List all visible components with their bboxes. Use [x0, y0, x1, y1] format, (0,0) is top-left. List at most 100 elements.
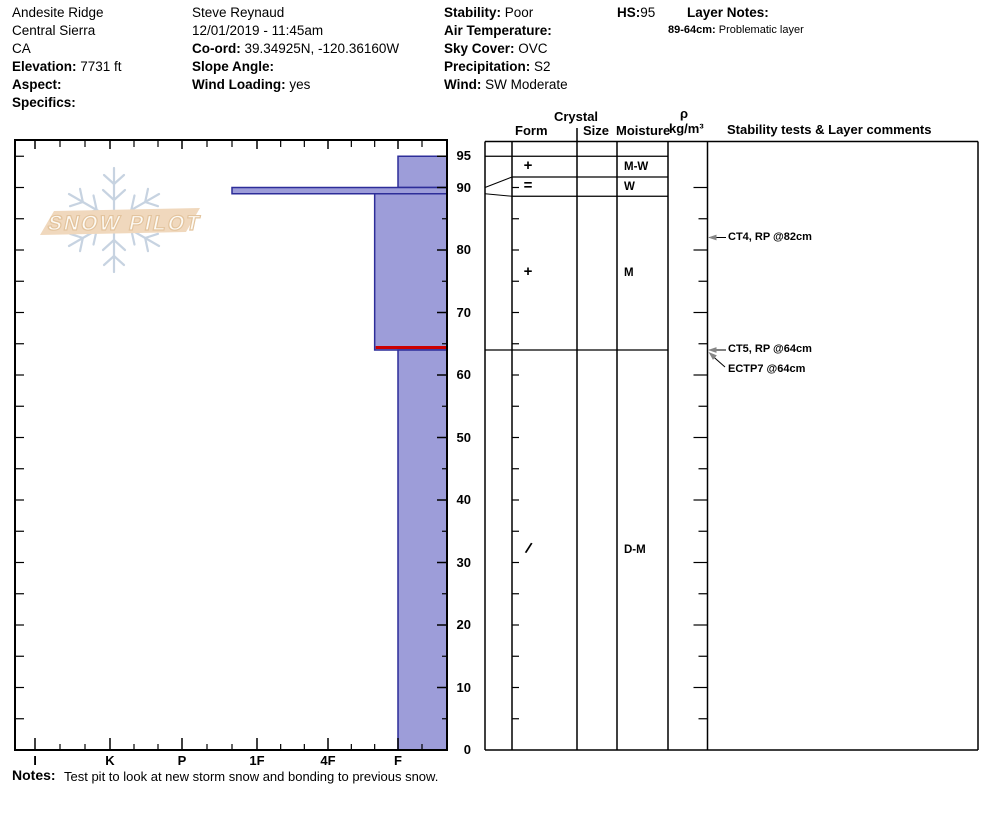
moisture-value: D-M: [624, 544, 646, 556]
hs-value: 95: [640, 5, 656, 20]
snowflake-line: [92, 194, 98, 212]
hs-label: HS:: [617, 5, 641, 20]
crystal-header: Crystal: [553, 109, 599, 124]
snowflake-line: [130, 194, 136, 212]
wind-value: SW Moderate: [481, 77, 568, 92]
stability-test-label: ECTP7 @64cm: [728, 363, 806, 375]
wind-line: Wind: SW Moderate: [444, 77, 568, 94]
hardness-label: P: [177, 753, 187, 768]
specifics-label: Specifics:: [12, 95, 76, 110]
stability-comments-header: Stability tests & Layer comments: [727, 122, 932, 137]
depth-label: 10: [456, 679, 471, 695]
density-symbol-header: ρ: [679, 106, 689, 121]
snowflake-line: [102, 173, 116, 186]
aspect-line: Aspect:: [12, 77, 62, 94]
slope-angle-line: Slope Angle:: [192, 59, 274, 76]
layer-notes-title: Layer Notes:: [687, 5, 769, 20]
chart-frame: [14, 139, 448, 751]
stability-test-label: CT4, RP @82cm: [728, 230, 812, 243]
wind-loading-line: Wind Loading: yes: [192, 77, 310, 94]
snowflake-line: [112, 254, 126, 267]
grain-form-symbol: +: [523, 263, 533, 281]
hardness-label: 4F: [320, 753, 336, 768]
test-arrowhead: [708, 352, 717, 360]
location-region: Central Sierra: [12, 23, 96, 38]
snowflake-line: [102, 254, 116, 267]
snowflake-line: [68, 200, 84, 208]
grain-form-symbol: =: [523, 176, 533, 194]
depth-label: 60: [456, 367, 471, 382]
depth-label: 50: [456, 429, 471, 445]
snowflake-line: [144, 236, 150, 253]
depth-label: 90: [456, 179, 471, 195]
specifics-line: Specifics:: [12, 95, 76, 112]
moisture-value: M: [624, 267, 634, 280]
thin-layer-fan-line: [484, 193, 513, 197]
snowflake-line: [68, 232, 84, 240]
coord-label: Co-ord:: [192, 41, 241, 56]
hardness-label: I: [33, 753, 37, 768]
layer-bar-1: [231, 186, 448, 195]
notes-text: Test pit to look at new storm snow and b…: [64, 769, 439, 784]
sky-cover-label: Sky Cover:: [444, 41, 515, 56]
wind-label: Wind:: [444, 77, 482, 92]
snowpilot-logo-text: SNOW PILOT: [45, 211, 204, 235]
precipitation-line: Precipitation: S2: [444, 59, 551, 76]
sky-cover-value: OVC: [514, 41, 548, 56]
depth-label: 40: [456, 492, 471, 507]
snowflake-line: [112, 188, 127, 202]
hardness-label: F: [394, 753, 402, 768]
moisture-value: M-W: [624, 160, 649, 173]
snowflake-line: [112, 173, 126, 186]
depth-label: 20: [456, 617, 471, 632]
logo-band: [40, 208, 200, 235]
elevation-line: Elevation: 7731 ft: [12, 59, 122, 76]
layer-note-text: Problematic layer: [715, 24, 804, 36]
layer-note-item: 89-64cm: Problematic layer: [668, 24, 804, 38]
snowflake-line: [78, 236, 84, 253]
snowflake-line: [144, 187, 150, 204]
size-header: Size: [583, 123, 610, 138]
location-name: Andesite Ridge: [12, 5, 104, 20]
layer-bar-0: [397, 155, 448, 189]
stability-line: Stability: Poor: [444, 5, 533, 22]
grain-form-symbol: +: [523, 156, 533, 174]
stability-test-label: CT5, RP @64cm: [728, 343, 812, 355]
coord-line: Co-ord: 39.34925N, -120.36160W: [192, 41, 399, 58]
moisture-header: Moisture: [616, 123, 671, 138]
thin-layer-fan-line: [484, 176, 513, 188]
depth-label: 80: [456, 242, 471, 257]
test-arrowhead: [708, 347, 717, 353]
snowflake-line: [144, 200, 160, 208]
location-state: CA: [12, 41, 31, 56]
wind-loading-label: Wind Loading:: [192, 77, 286, 92]
precipitation-value: S2: [530, 59, 551, 74]
layer-note-range: 89-64cm:: [668, 24, 716, 36]
form-header: Form: [515, 123, 548, 138]
observer-name: Steve Reynaud: [192, 5, 285, 20]
snowflake-line: [101, 238, 116, 252]
elevation-label: Elevation:: [12, 59, 77, 74]
depth-label: 30: [456, 554, 471, 570]
notes-label: Notes:: [12, 767, 56, 783]
coord-value: 39.34925N, -120.36160W: [240, 41, 400, 56]
layer-bar-3: [397, 349, 448, 751]
depth-label: 95: [456, 148, 471, 164]
test-arrowhead: [708, 234, 717, 241]
hs-line: HS:95: [617, 5, 655, 22]
snowflake-line: [101, 188, 116, 202]
moisture-value: W: [624, 180, 635, 193]
density-unit-header: kg/m³: [669, 121, 704, 136]
snowflake-line: [144, 232, 160, 240]
hardness-label: 1F: [249, 753, 265, 768]
air-temp-line: Air Temperature:: [444, 23, 552, 40]
hardness-label: K: [105, 753, 115, 768]
slope-angle-label: Slope Angle:: [192, 59, 275, 74]
depth-label: 0: [463, 742, 471, 757]
layer-bar-2: [373, 193, 448, 351]
air-temp-label: Air Temperature:: [444, 23, 552, 38]
observation-datetime: 12/01/2019 - 11:45am: [192, 23, 324, 38]
depth-label: 70: [456, 304, 471, 320]
